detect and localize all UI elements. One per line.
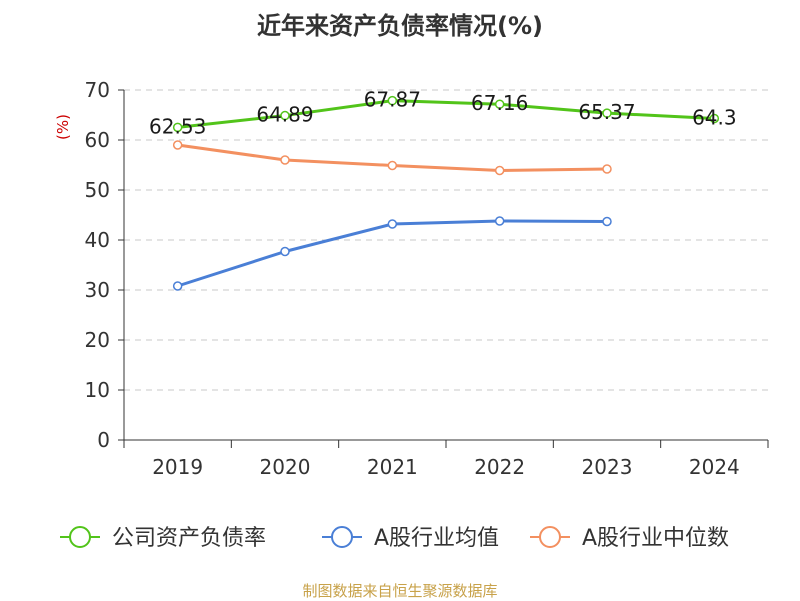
x-tick-label: 2019 xyxy=(152,455,203,479)
y-tick-label: 10 xyxy=(85,378,110,402)
x-tick-label: 2021 xyxy=(367,455,418,479)
data-label: 67.16 xyxy=(471,91,528,115)
legend-label: 公司资产负债率 xyxy=(112,526,266,551)
y-tick-label: 40 xyxy=(85,228,110,252)
data-point xyxy=(280,246,290,257)
legend-marker xyxy=(539,526,561,548)
legend-label: A股行业中位数 xyxy=(582,526,729,551)
data-point xyxy=(172,281,183,291)
y-axis-unit-label: (%) xyxy=(54,114,72,140)
x-tick-label: 2024 xyxy=(689,455,740,479)
y-tick-label: 0 xyxy=(97,428,110,452)
x-tick-label: 2023 xyxy=(582,455,633,479)
data-point xyxy=(602,216,612,227)
data-point xyxy=(387,219,398,229)
data-point xyxy=(494,165,505,176)
data-point xyxy=(387,160,398,171)
data-label: 65.37 xyxy=(578,100,635,124)
grid-layer xyxy=(124,89,768,391)
data-point xyxy=(494,216,505,226)
y-tick-label: 20 xyxy=(85,328,110,352)
data-point xyxy=(280,110,290,121)
data-point xyxy=(602,108,612,118)
data-point xyxy=(172,122,183,133)
series-line-1 xyxy=(177,219,608,288)
x-tick-label: 2020 xyxy=(260,455,311,479)
chart-title: 近年来资产负债率情况(%) xyxy=(257,12,543,40)
data-point xyxy=(387,95,398,106)
data-point xyxy=(709,113,720,124)
legend: 公司资产负债率 A股行业均值 A股行业中位数 xyxy=(60,526,729,551)
data-point xyxy=(280,155,290,165)
data-source-note: 制图数据来自恒生聚源数据库 xyxy=(302,582,498,600)
legend-marker xyxy=(69,526,91,548)
legend-label: A股行业均值 xyxy=(374,526,499,551)
y-tick-label: 50 xyxy=(85,178,110,202)
data-label: 64.3 xyxy=(692,106,737,130)
y-tick-label: 30 xyxy=(85,278,110,302)
data-point xyxy=(494,99,505,109)
series-layer xyxy=(172,95,720,291)
legend-marker xyxy=(331,526,353,548)
axis-layer: 0 10 20 30 40 50 60 70 2019 2020 2021 2022 2023 2024 xyxy=(85,78,769,479)
series-line-0 xyxy=(177,99,715,129)
data-label: 62.53 xyxy=(149,114,206,138)
y-tick-label: 70 xyxy=(85,78,110,102)
data-point xyxy=(172,140,183,150)
data-label: 67.87 xyxy=(364,88,421,112)
y-tick-label: 60 xyxy=(85,128,110,152)
data-label-layer: 62.53 64.89 67.87 67.16 65.37 64.3 xyxy=(149,88,737,139)
data-label: 64.89 xyxy=(256,103,313,127)
data-point xyxy=(602,164,612,174)
x-tick-label: 2022 xyxy=(474,455,525,479)
